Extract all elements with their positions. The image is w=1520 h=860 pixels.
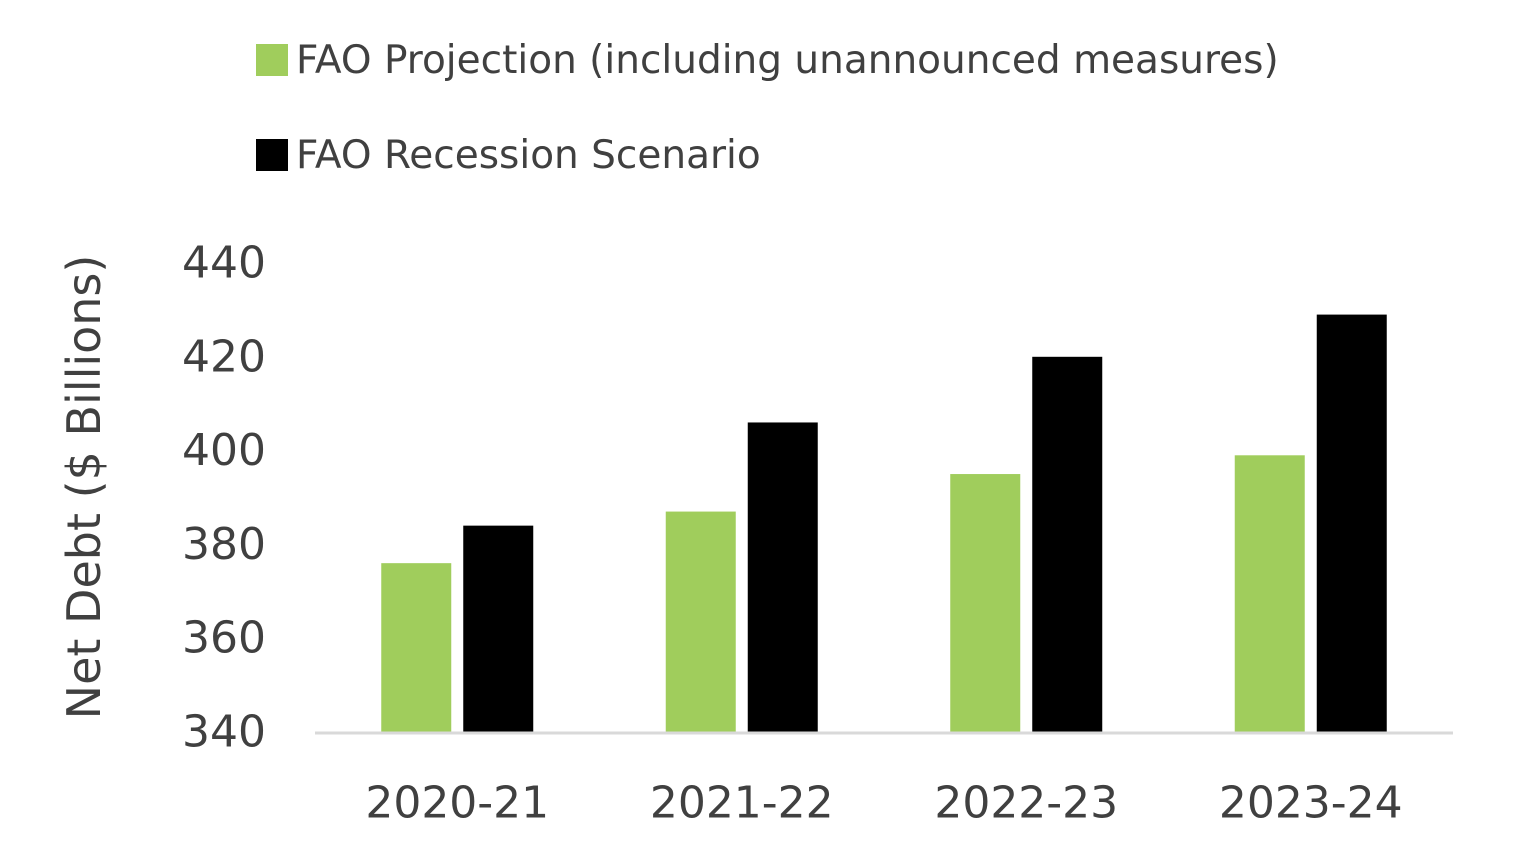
bar-projection-2021-22: [665, 511, 736, 732]
legend-item-projection: FAO Projection (including unannounced me…: [256, 34, 1279, 86]
bar-projection-2020-21: [381, 563, 452, 732]
x-tick-label: 2022-23: [934, 778, 1118, 829]
legend-swatch-projection: [256, 44, 288, 76]
legend-swatch-recession: [256, 139, 288, 171]
bar-recession-2023-24: [1316, 314, 1387, 732]
legend-label-recession: FAO Recession Scenario: [296, 132, 761, 178]
legend-label-projection: FAO Projection (including unannounced me…: [296, 37, 1279, 83]
bar-projection-2022-23: [950, 474, 1021, 732]
y-tick-label: 440: [182, 238, 266, 289]
x-tick-label: 2021-22: [650, 778, 834, 829]
y-tick-label: 420: [182, 331, 266, 382]
y-tick-label: 400: [182, 425, 266, 476]
bar-recession-2021-22: [747, 422, 818, 732]
legend: FAO Projection (including unannounced me…: [256, 34, 1279, 224]
bar-recession-2022-23: [1032, 356, 1103, 732]
x-tick-label: 2020-21: [365, 778, 549, 829]
bar-projection-2023-24: [1234, 455, 1305, 732]
y-tick-label: 360: [182, 613, 266, 664]
y-tick-label: 380: [182, 519, 266, 570]
legend-item-recession: FAO Recession Scenario: [256, 129, 1279, 181]
y-tick-label: 340: [182, 707, 266, 758]
bar-recession-2020-21: [463, 525, 534, 732]
x-tick-label: 2023-24: [1219, 778, 1403, 829]
